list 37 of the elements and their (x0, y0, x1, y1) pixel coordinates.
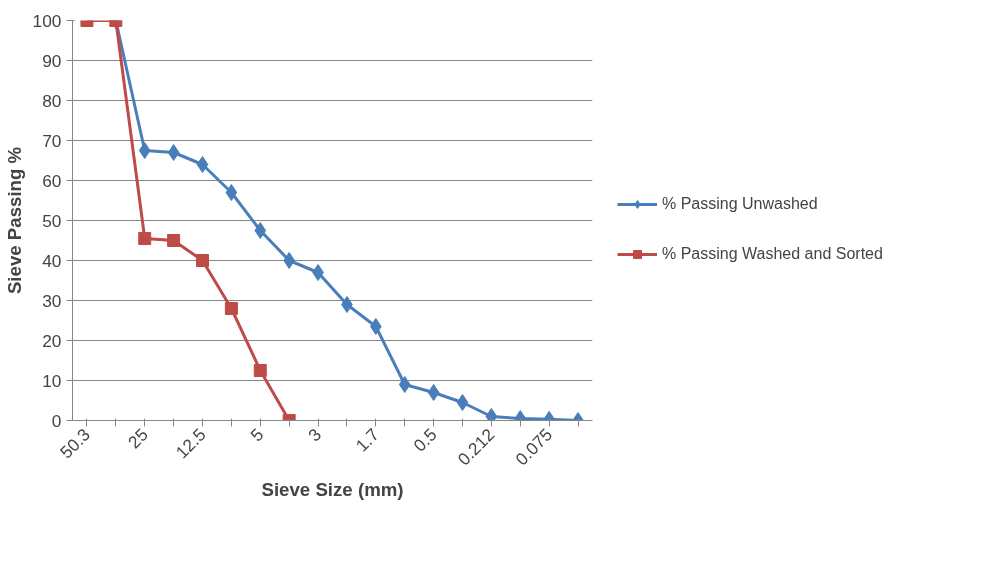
point (167, 234, 181, 247)
point (167, 144, 180, 161)
point (225, 184, 238, 201)
y-tick-label: 50 (42, 210, 62, 231)
y-tick-label: 100 (32, 10, 62, 31)
point (427, 384, 440, 401)
point (224, 302, 238, 315)
y-tick-label: 40 (42, 250, 62, 271)
point (312, 264, 324, 281)
point (370, 318, 382, 335)
point (283, 252, 295, 269)
y-tick-label: 30 (42, 290, 62, 311)
x-tick-label: 1.7 (351, 424, 383, 456)
y-tick-label: 80 (42, 90, 62, 111)
point (254, 222, 267, 239)
y-tick-label: 90 (42, 50, 62, 71)
point (398, 376, 411, 393)
point (253, 364, 267, 377)
point (456, 394, 469, 411)
point (138, 142, 151, 159)
y-axis-title: Sieve Passing % (3, 146, 25, 295)
point (196, 156, 209, 173)
y-tick-label: 0 (51, 410, 62, 431)
y-tick-label: 20 (42, 330, 62, 351)
point (341, 296, 353, 313)
y-tick-label: 70 (42, 130, 62, 151)
point (138, 232, 152, 245)
x-tick-label: 25 (124, 424, 152, 453)
point (196, 254, 209, 267)
y-tick-label: 10 (42, 370, 62, 391)
x-axis-title: Sieve Size (mm) (261, 478, 404, 500)
legend-label: % Passing Washed and Sorted (662, 245, 883, 263)
y-tick-label: 60 (42, 170, 62, 191)
x-tick-label: 3 (304, 424, 326, 446)
x-tick-label: 0.5 (409, 424, 441, 456)
x-tick-label: 5 (246, 424, 268, 446)
legend-label: % Passing Unwashed (662, 195, 818, 213)
